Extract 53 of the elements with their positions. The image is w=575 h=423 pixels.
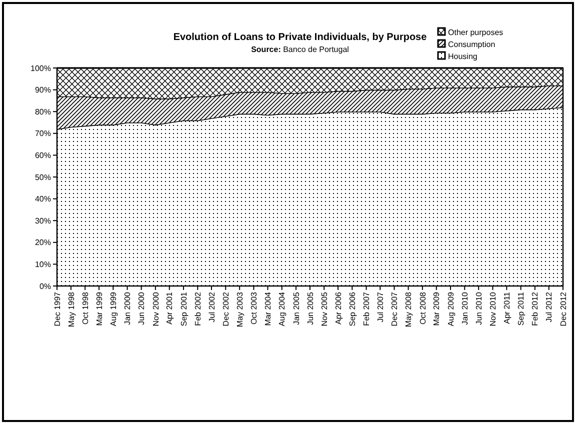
x-tick-label: May 2008: [404, 291, 414, 328]
x-tick-label: Aug 2009: [446, 291, 456, 326]
y-tick-label: 30%: [34, 216, 51, 226]
legend-label: Housing: [448, 52, 478, 61]
x-tick-label: Oct 2008: [418, 291, 428, 324]
y-tick-label: 50%: [34, 172, 51, 182]
x-tick-label: Aug 1999: [108, 291, 118, 326]
x-tick-label: Dec 1997: [52, 291, 62, 326]
x-tick-label: Sep 2011: [516, 291, 526, 326]
chart-title: Evolution of Loans to Private Individuals, by Purpose: [173, 32, 428, 43]
x-tick-label: Dec 2012: [558, 291, 568, 326]
x-tick-label: Oct 2003: [250, 291, 259, 324]
x-tick-label: Feb 2007: [362, 291, 372, 326]
y-tick-label: 0%: [39, 282, 51, 291]
y-tick-label: 10%: [34, 260, 51, 269]
x-tick-label: Jan 2005: [292, 291, 301, 325]
x-tick-label: Mar 2004: [264, 291, 273, 326]
chart-subtitle: Source: Banco de Portugal: [251, 45, 350, 54]
x-tick-label: May 1998: [66, 291, 76, 328]
y-tick-label: 90%: [34, 86, 51, 95]
y-tick-label: 60%: [34, 151, 51, 160]
x-tick-label: May 2003: [235, 291, 244, 328]
legend-label: Other purposes: [448, 28, 504, 37]
x-tick-label: Nov 2010: [488, 291, 498, 326]
x-tick-label: Apr 2011: [502, 291, 512, 324]
x-tick-label: Apr 2001: [165, 291, 174, 324]
y-tick-label: 40%: [34, 194, 51, 204]
x-tick-label: Jul 2002: [207, 291, 216, 322]
x-tick-label: Jun 2000: [137, 291, 146, 325]
x-tick-label: Jul 2012: [544, 291, 554, 322]
x-tick-label: Jun 2010: [474, 291, 484, 325]
x-tick-label: Jul 2007: [376, 291, 385, 322]
x-tick-label: Oct 1998: [80, 291, 90, 324]
x-tick-label: Apr 2006: [334, 291, 343, 324]
x-tick-label: Dec 2002: [221, 291, 230, 326]
x-tick-label: Mar 2009: [432, 291, 442, 326]
x-tick-label: Jan 2010: [460, 291, 470, 325]
x-tick-label: Aug 2004: [278, 291, 287, 326]
x-tick-label: Jan 2000: [123, 291, 132, 325]
legend-label: Consumption: [448, 40, 496, 49]
x-tick-label: Feb 2012: [530, 291, 540, 326]
y-tick-label: 70%: [34, 129, 51, 138]
x-tick-label: Jun 2005: [306, 291, 315, 325]
y-tick-label: 100%: [30, 64, 51, 73]
x-tick-label: Nov 2000: [151, 291, 160, 326]
x-tick-label: Sep 2001: [179, 291, 188, 326]
x-tick-label: Dec 2007: [390, 291, 400, 326]
x-tick-label: Nov 2005: [320, 291, 329, 326]
x-tick-label: Feb 2002: [193, 291, 202, 326]
x-tick-label: Sep 2006: [348, 291, 357, 326]
y-tick-label: 20%: [34, 238, 51, 248]
x-tick-label: Mar 1999: [94, 291, 104, 326]
y-tick-label: 80%: [34, 107, 51, 116]
